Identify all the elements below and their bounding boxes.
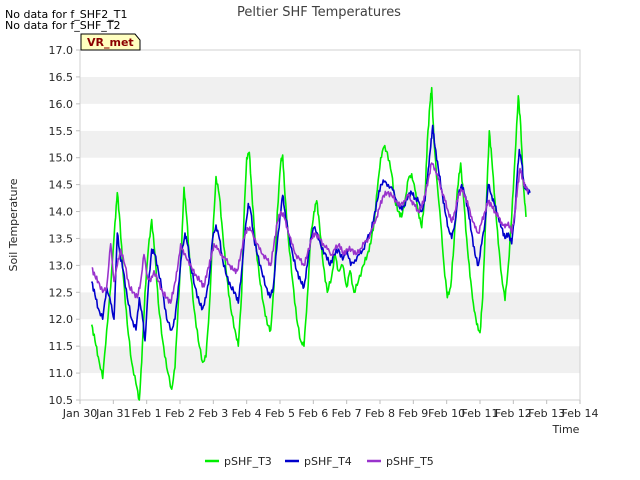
chart-title: Peltier SHF Temperatures bbox=[237, 5, 401, 20]
y-tick-label: 12.5 bbox=[49, 286, 74, 299]
x-tick-label: Feb 11 bbox=[462, 407, 499, 420]
legend: pSHF_T3 pSHF_T4 pSHF_T5 bbox=[205, 455, 434, 468]
y-tick-label: 16.5 bbox=[49, 71, 74, 84]
grid-band bbox=[80, 346, 580, 374]
x-axis-title: Time bbox=[552, 423, 580, 436]
series-line-pSHF_T5 bbox=[91, 162, 530, 304]
grid-bands bbox=[80, 50, 580, 400]
vr-met-badge[interactable]: VR_met bbox=[80, 33, 141, 51]
x-tick-label: Feb 13 bbox=[528, 407, 565, 420]
grid-band bbox=[80, 76, 580, 104]
y-tick-label: 14.0 bbox=[49, 206, 74, 219]
plot-frame bbox=[79, 49, 581, 401]
no-data-note-2: No data for f_SHF_T2 bbox=[5, 19, 121, 32]
x-tick-label: Feb 7 bbox=[332, 407, 362, 420]
grid-band bbox=[80, 319, 580, 347]
legend-label: pSHF_T3 bbox=[224, 455, 272, 468]
x-tick-label: Feb 8 bbox=[365, 407, 395, 420]
grid-band bbox=[80, 265, 580, 293]
legend-label: pSHF_T5 bbox=[386, 455, 434, 468]
y-tick-label: 12.0 bbox=[49, 313, 74, 326]
x-tick-label: Feb 5 bbox=[265, 407, 295, 420]
no-data-note-1: No data for f_SHF2_T1 bbox=[5, 8, 128, 21]
series-lines bbox=[90, 86, 531, 401]
x-tick-label: Feb 3 bbox=[198, 407, 228, 420]
grid-band bbox=[80, 103, 580, 131]
y-tick-label: 11.0 bbox=[49, 367, 74, 380]
y-tick-label: 16.0 bbox=[49, 98, 74, 111]
y-tick-label: 11.5 bbox=[49, 340, 74, 353]
y-tick-label: 13.0 bbox=[49, 259, 74, 272]
y-tick-label: 15.5 bbox=[49, 125, 74, 138]
y-tick-label: 14.5 bbox=[49, 179, 74, 192]
x-tick-label: Feb 4 bbox=[232, 407, 262, 420]
legend-label: pSHF_T4 bbox=[304, 455, 352, 468]
x-tick-label: Feb 10 bbox=[428, 407, 465, 420]
x-tick-label: Feb 1 bbox=[132, 407, 162, 420]
y-axis-title: Soil Temperature bbox=[7, 178, 20, 271]
y-tick-label: 10.5 bbox=[49, 394, 74, 407]
y-tick-label: 15.0 bbox=[49, 152, 74, 165]
x-tick-label: Feb 14 bbox=[562, 407, 599, 420]
grid-band bbox=[80, 184, 580, 212]
grid-band bbox=[80, 50, 580, 77]
grid-band bbox=[80, 157, 580, 185]
x-tick-label: Jan 30 bbox=[62, 407, 97, 420]
x-tick-label: Feb 12 bbox=[495, 407, 532, 420]
x-tick-label: Feb 9 bbox=[398, 407, 428, 420]
y-axis: 10.5 11.0 11.5 12.0 12.5 13.0 13.5 14.0 14.5 15.0… bbox=[49, 44, 80, 407]
x-tick-label: Jan 31 bbox=[95, 407, 130, 420]
x-tick-label: Feb 2 bbox=[165, 407, 195, 420]
y-tick-label: 13.5 bbox=[49, 232, 74, 245]
grid-band bbox=[80, 130, 580, 158]
y-tick-label: 17.0 bbox=[49, 44, 74, 57]
x-tick-label: Feb 6 bbox=[298, 407, 328, 420]
series-line-pSHF_T3 bbox=[90, 86, 527, 401]
vr-met-badge-label: VR_met bbox=[87, 36, 134, 49]
grid-band bbox=[80, 373, 580, 400]
